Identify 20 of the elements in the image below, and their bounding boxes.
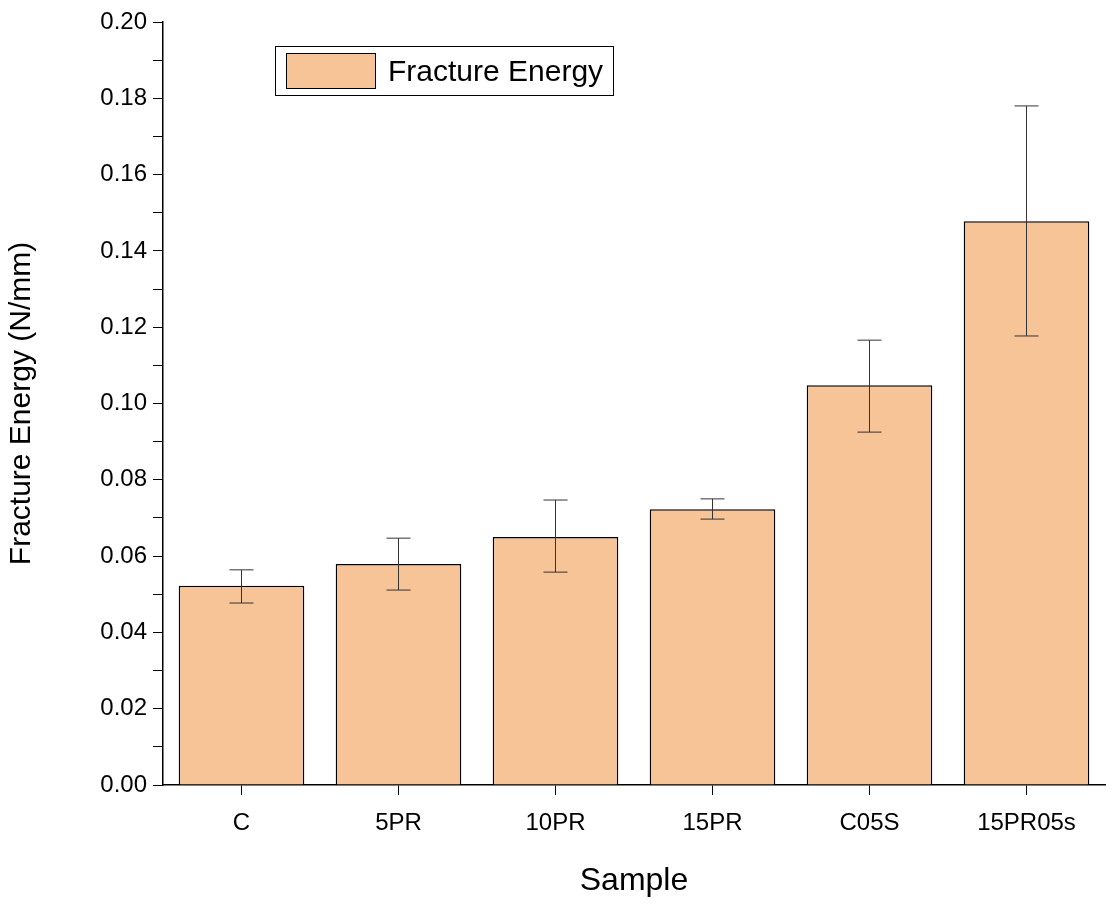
y-tick-label: 0.00 bbox=[100, 769, 147, 797]
y-tick-label: 0.08 bbox=[100, 464, 147, 492]
y-tick-label: 0.12 bbox=[100, 311, 147, 339]
y-tick-label: 0.20 bbox=[100, 6, 147, 34]
x-tick-label: 5PR bbox=[375, 808, 422, 836]
legend-label: Fracture Energy bbox=[388, 54, 604, 88]
x-tick-label: 15PR05s bbox=[977, 808, 1076, 836]
x-tick-label: 15PR bbox=[682, 808, 743, 836]
y-tick-label: 0.18 bbox=[100, 82, 147, 110]
y-tick-label: 0.10 bbox=[100, 388, 147, 416]
y-axis-title: Fracture Energy (N/mm) bbox=[3, 241, 37, 566]
x-tick-label: 10PR bbox=[525, 808, 586, 836]
y-tick-label: 0.02 bbox=[100, 693, 147, 721]
x-axis-title: Sample bbox=[579, 860, 689, 897]
x-tick-label: C05S bbox=[839, 808, 900, 836]
y-tick-label: 0.06 bbox=[100, 540, 147, 568]
y-tick-label: 0.14 bbox=[100, 235, 147, 263]
y-tick-label: 0.16 bbox=[100, 159, 147, 187]
y-tick-label: 0.04 bbox=[100, 617, 147, 645]
x-tick-label: C bbox=[232, 808, 251, 836]
